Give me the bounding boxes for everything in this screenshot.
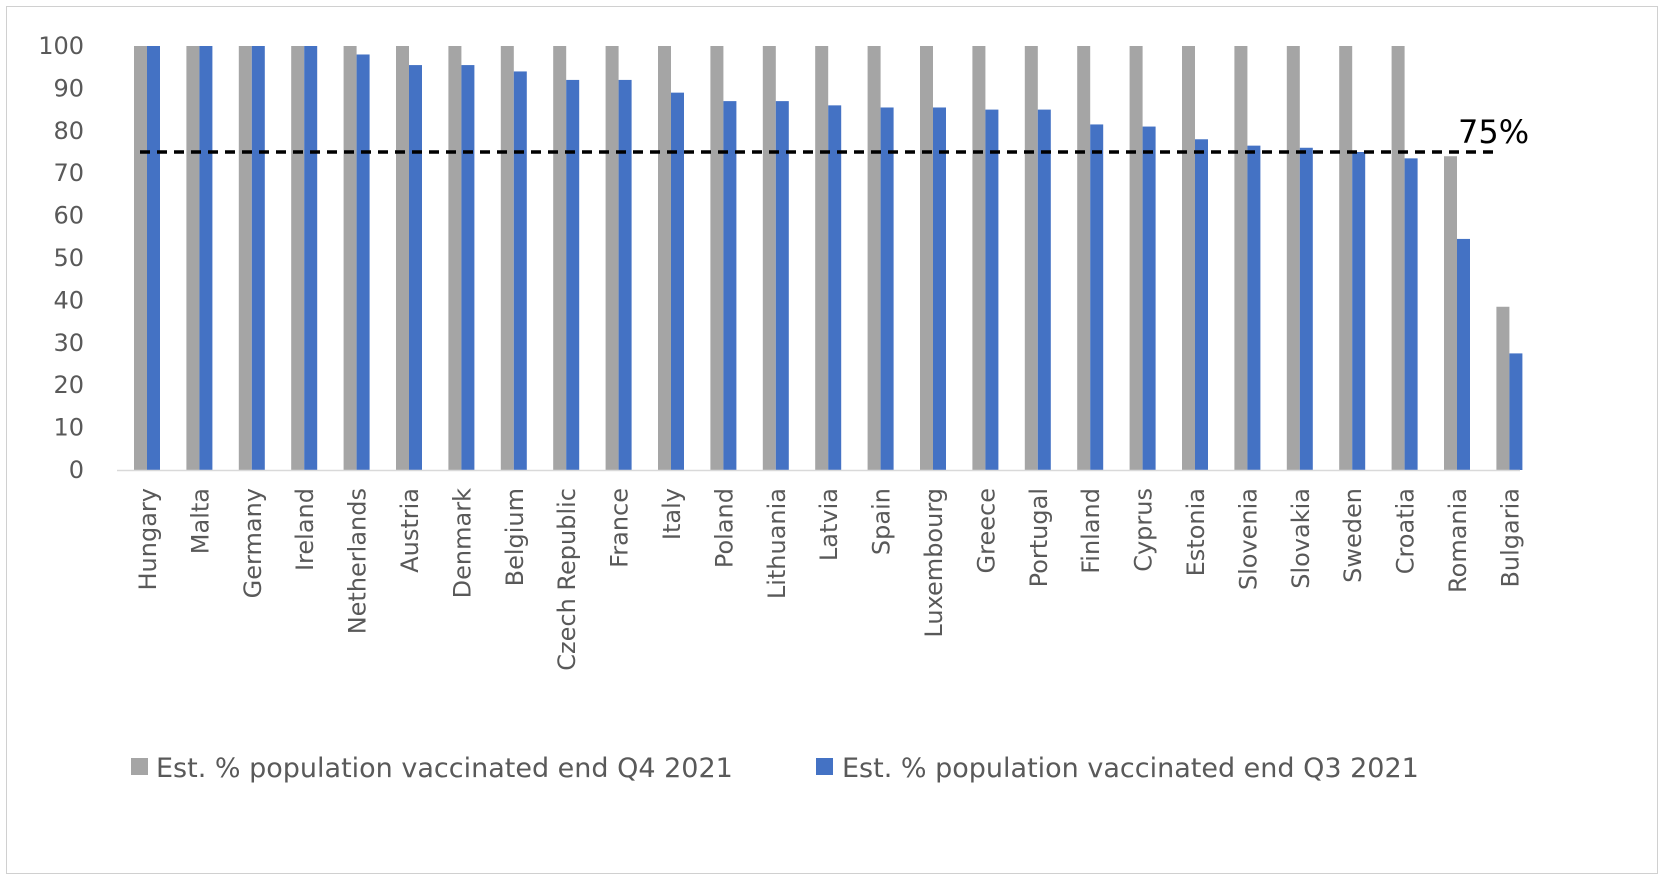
y-tick-label-9: 90 — [53, 74, 84, 102]
bar-q4-24 — [1391, 46, 1405, 470]
x-tick-label-17: Portugal — [1025, 488, 1053, 587]
x-tick-label-23: Sweden — [1339, 488, 1367, 583]
x-tick-label-6: Denmark — [448, 488, 476, 598]
bar-q3-17 — [1037, 109, 1051, 470]
bar-q4-7 — [500, 46, 514, 470]
y-tick-label-3: 30 — [53, 329, 84, 357]
bar-q3-26 — [1509, 353, 1523, 470]
bar-q4-6 — [448, 46, 462, 470]
y-tick-label-0: 0 — [69, 456, 84, 484]
bar-q3-1 — [199, 46, 213, 470]
x-tick-label-22: Slovakia — [1287, 488, 1315, 589]
y-tick-label-10: 100 — [38, 32, 84, 60]
bar-q3-20 — [1195, 139, 1208, 470]
bar-q4-12 — [762, 46, 776, 470]
bar-q4-13 — [815, 46, 829, 470]
bar-q4-22 — [1286, 46, 1300, 470]
legend-swatch-1 — [816, 758, 833, 775]
y-tick-label-7: 70 — [53, 159, 84, 187]
bar-q3-21 — [1247, 145, 1261, 470]
bar-q3-9 — [618, 79, 632, 471]
bar-q4-2 — [238, 46, 252, 470]
x-tick-label-26: Bulgaria — [1496, 488, 1524, 588]
x-tick-label-21: Slovenia — [1234, 488, 1262, 590]
x-tick-label-12: Lithuania — [763, 488, 791, 599]
x-tick-label-16: Greece — [972, 488, 1000, 573]
bar-q3-3 — [304, 46, 318, 470]
bar-q4-1 — [186, 46, 200, 470]
bar-q3-16 — [985, 109, 999, 470]
x-tick-label-9: France — [606, 488, 634, 568]
bar-q4-23 — [1339, 46, 1353, 470]
x-tick-label-19: Cyprus — [1130, 488, 1158, 572]
bar-q4-3 — [291, 46, 305, 470]
bar-q4-16 — [972, 46, 986, 470]
bar-q3-18 — [1090, 124, 1104, 470]
bar-q3-14 — [880, 107, 894, 470]
y-tick-label-8: 80 — [53, 117, 84, 145]
bar-q4-11 — [710, 46, 724, 470]
x-tick-label-1: Malta — [186, 488, 214, 554]
x-tick-label-15: Luxembourg — [920, 488, 948, 638]
bar-q4-8 — [553, 46, 567, 470]
legend-label-1: Est. % population vaccinated end Q3 2021 — [842, 753, 1419, 784]
bar-q3-11 — [723, 101, 737, 471]
bar-q3-8 — [566, 79, 580, 471]
bar-q4-18 — [1077, 46, 1091, 470]
bar-q3-23 — [1352, 152, 1366, 470]
x-tick-label-3: Ireland — [291, 488, 319, 571]
bar-q3-15 — [933, 107, 946, 470]
bar-q4-26 — [1496, 306, 1510, 470]
bar-q3-4 — [356, 54, 370, 470]
bar-q4-21 — [1234, 46, 1248, 470]
bar-q4-9 — [605, 46, 619, 470]
x-tick-label-20: Estonia — [1182, 488, 1210, 576]
y-tick-label-6: 60 — [53, 202, 84, 230]
bar-q3-0 — [147, 46, 160, 470]
x-tick-label-25: Romania — [1444, 488, 1472, 593]
x-tick-label-18: Finland — [1077, 488, 1105, 574]
legend-swatch-0 — [131, 758, 148, 775]
bar-q3-10 — [671, 92, 684, 470]
bar-q4-20 — [1182, 46, 1195, 470]
x-tick-label-2: Germany — [239, 488, 267, 598]
bar-q3-6 — [461, 65, 475, 470]
bar-q3-12 — [775, 101, 789, 471]
bar-q4-0 — [134, 46, 147, 470]
y-tick-label-1: 10 — [53, 414, 84, 442]
bar-q4-5 — [396, 46, 409, 470]
bar-q3-19 — [1142, 126, 1156, 470]
bar-q3-22 — [1299, 147, 1313, 470]
bar-q4-15 — [920, 46, 933, 470]
bar-q3-5 — [409, 65, 422, 470]
x-tick-label-0: Hungary — [134, 488, 162, 590]
bar-q4-14 — [867, 46, 881, 470]
x-tick-label-4: Netherlands — [344, 488, 372, 634]
bar-q4-17 — [1024, 46, 1038, 470]
x-tick-label-13: Latvia — [815, 488, 843, 561]
bar-q3-2 — [251, 46, 265, 470]
bar-q4-4 — [343, 46, 357, 470]
bar-q4-10 — [658, 46, 671, 470]
bar-q3-25 — [1457, 238, 1470, 470]
bar-q4-19 — [1129, 46, 1143, 470]
legend-label-0: Est. % population vaccinated end Q4 2021 — [156, 753, 733, 784]
x-tick-label-7: Belgium — [501, 488, 529, 586]
x-tick-label-5: Austria — [396, 488, 424, 573]
y-tick-label-2: 20 — [53, 371, 84, 399]
x-tick-label-14: Spain — [868, 488, 896, 555]
y-tick-label-5: 50 — [53, 244, 84, 272]
bar-q4-25 — [1444, 156, 1457, 471]
x-tick-label-8: Czech Republic — [553, 488, 581, 671]
x-tick-label-11: Poland — [710, 488, 738, 568]
x-tick-label-10: Italy — [658, 488, 686, 540]
bar-q3-7 — [513, 71, 527, 470]
bar-q3-13 — [828, 105, 842, 471]
reference-line-label: 75% — [1458, 113, 1529, 151]
bar-q3-24 — [1404, 158, 1418, 471]
y-tick-label-4: 40 — [53, 286, 84, 314]
x-tick-label-24: Croatia — [1392, 488, 1420, 574]
